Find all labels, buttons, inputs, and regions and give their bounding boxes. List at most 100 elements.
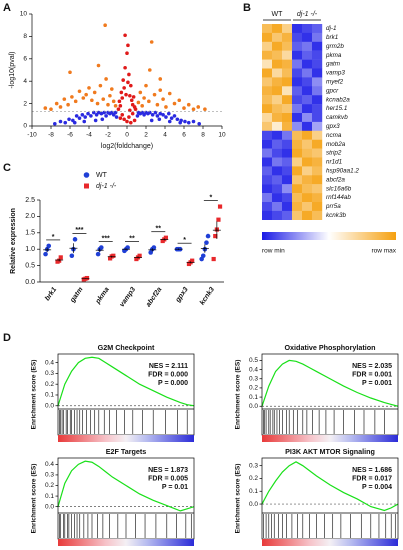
heatmap-cell	[302, 86, 313, 96]
heatmap-cell	[272, 175, 283, 185]
heatmap-cell	[302, 139, 313, 149]
heatmap-cell	[262, 113, 273, 123]
heatmap-cell	[312, 202, 323, 212]
point	[43, 251, 48, 257]
point	[77, 116, 82, 120]
point	[130, 111, 135, 116]
heatmap-cell	[262, 50, 273, 60]
row-label: strip2	[326, 150, 342, 157]
point	[132, 118, 137, 123]
heatmap-cell	[302, 121, 313, 131]
heatmap-cell	[262, 130, 273, 140]
point	[127, 115, 131, 119]
x-axis-label: log2(foldchange)	[101, 143, 153, 150]
heatmap-cell	[272, 32, 283, 42]
point	[67, 117, 71, 122]
row-label: abcf2a	[326, 176, 345, 183]
point	[117, 99, 122, 104]
point	[182, 106, 186, 110]
heatmap-cell	[282, 175, 293, 185]
point	[90, 98, 94, 103]
y-axis-label: Enrichment score (ES)	[31, 360, 38, 430]
significance-label: ***	[102, 235, 110, 242]
rank-gradient	[58, 539, 194, 546]
heatmap-cell	[262, 86, 273, 96]
heatmap-cell	[302, 50, 313, 60]
heatmap-cell	[262, 32, 273, 42]
heatmap-cell	[292, 32, 303, 42]
x-tick-label: gatm	[69, 286, 85, 305]
point	[87, 86, 91, 90]
point	[119, 90, 124, 95]
heatmap-cell	[272, 41, 283, 51]
point	[203, 107, 207, 111]
point	[172, 101, 177, 106]
heatmap-cell	[282, 50, 293, 60]
y-tick-label: 0	[23, 123, 27, 130]
heatmap-cell	[272, 24, 283, 34]
heatmap-cell	[282, 210, 293, 220]
point	[164, 115, 168, 119]
heatmap-cell	[282, 86, 293, 96]
point	[142, 96, 146, 100]
heatmap-cell	[312, 157, 323, 167]
significance-label: ***	[75, 227, 83, 234]
heatmap-cell	[302, 202, 313, 212]
stat-label: FDR = 0.005	[148, 475, 188, 482]
heatmap-cell	[282, 59, 293, 69]
heatmap-cell	[262, 139, 273, 149]
point	[110, 87, 114, 91]
heatmap-cell	[312, 148, 323, 158]
point	[196, 105, 201, 109]
heatmap-cell	[282, 95, 293, 105]
heatmap-cell	[262, 166, 273, 176]
heatmap-cell	[292, 77, 303, 87]
heatmap-cell	[312, 113, 323, 123]
point	[58, 105, 63, 109]
heatmap-cell	[292, 86, 303, 96]
heatmap-cell	[272, 95, 283, 105]
point	[129, 120, 133, 125]
point	[63, 120, 68, 125]
stat-label: NES = 2.111	[149, 363, 188, 370]
point	[149, 40, 154, 44]
x-tick-label: vamp3	[119, 286, 138, 308]
heatmap-cell	[292, 175, 303, 185]
heatmap-cell	[262, 95, 273, 105]
stat-label: FDR = 0.000	[148, 371, 188, 378]
point	[144, 83, 148, 88]
x-tick-label: kcnk3	[199, 286, 216, 306]
point	[167, 91, 172, 96]
heatmap-cell	[292, 113, 303, 123]
heatmap-cell	[292, 157, 303, 167]
heatmap-cell	[272, 113, 283, 123]
point	[72, 237, 78, 242]
stat-label: P = 0.001	[362, 380, 392, 387]
heatmap-cell	[272, 139, 283, 149]
heatmap-cell	[262, 175, 273, 185]
heatmap-cell	[312, 210, 323, 220]
point	[163, 235, 168, 240]
point	[92, 90, 97, 95]
plot-title: G2M Checkpoint	[98, 343, 155, 352]
point	[151, 245, 157, 250]
heatmap-cell	[302, 68, 313, 78]
heatmap-cell	[262, 148, 273, 158]
heatmap-cell	[312, 59, 323, 69]
point	[84, 92, 88, 97]
heatmap-cell	[292, 202, 303, 212]
heatmap-cell	[292, 139, 303, 149]
point	[86, 111, 90, 116]
point	[167, 111, 171, 116]
heatmap-cell	[282, 41, 293, 51]
point	[136, 100, 141, 105]
point	[120, 96, 125, 100]
point	[69, 253, 75, 259]
panel-label: A	[3, 2, 11, 14]
y-tick-label: 10	[20, 11, 28, 18]
y-tick-label: 0.2	[45, 482, 54, 489]
heatmap-cell	[312, 139, 323, 149]
x-tick-label: 4	[163, 132, 167, 139]
y-tick-label: 0.3	[45, 370, 54, 377]
x-tick-label: 0	[125, 132, 129, 139]
